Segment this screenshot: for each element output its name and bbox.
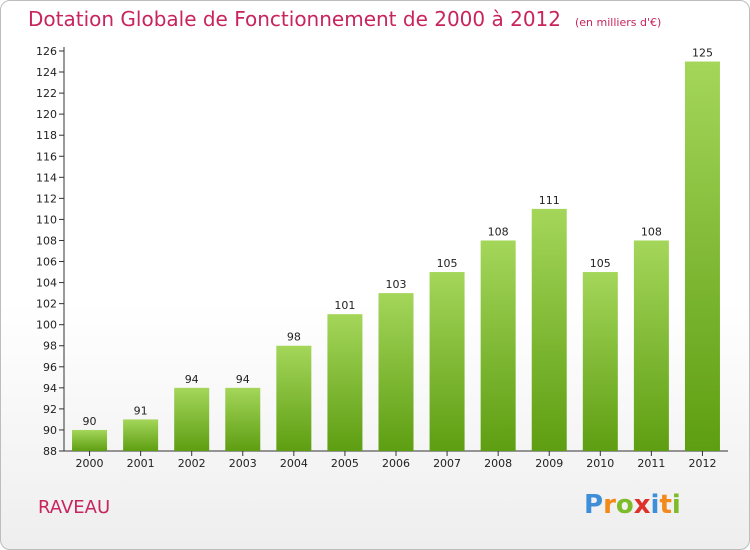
bar (276, 345, 312, 451)
commune-name: RAVEAU (38, 497, 111, 518)
bar-value-label: 101 (334, 299, 355, 312)
y-tick-label: 116 (36, 150, 57, 163)
x-tick-label: 2008 (484, 457, 512, 470)
x-tick-label: 2011 (637, 457, 665, 470)
bar (174, 387, 210, 451)
y-tick-label: 88 (43, 445, 57, 458)
bar-value-label: 103 (386, 278, 407, 291)
logo-letter: o (615, 490, 634, 520)
bar (327, 314, 363, 451)
bar (123, 419, 159, 451)
y-tick-label: 110 (36, 213, 57, 226)
logo-letter: i (671, 490, 681, 520)
bar-value-label: 108 (641, 225, 662, 238)
y-tick-label: 126 (36, 45, 57, 58)
y-tick-label: 104 (36, 277, 57, 290)
logo-letter: x (633, 490, 651, 520)
y-tick-label: 94 (43, 382, 57, 395)
y-tick-label: 90 (43, 424, 57, 437)
bar-value-label: 111 (539, 194, 560, 207)
bar-value-label: 105 (590, 257, 611, 270)
y-tick-label: 92 (43, 403, 57, 416)
x-tick-label: 2010 (586, 457, 614, 470)
x-tick-label: 2005 (331, 457, 359, 470)
y-tick-label: 108 (36, 234, 57, 247)
bar (633, 240, 669, 451)
bar (684, 61, 720, 452)
bar-value-label: 90 (83, 415, 97, 428)
logo-letter: t (659, 490, 672, 520)
logo-letter: P (584, 490, 604, 520)
y-tick-label: 106 (36, 256, 57, 269)
bar-value-label: 105 (437, 257, 458, 270)
bar-value-label: 94 (236, 373, 250, 386)
bar (378, 293, 414, 451)
x-tick-label: 2006 (382, 457, 410, 470)
bar-value-label: 125 (692, 47, 713, 60)
chart-title: Dotation Globale de Fonctionnement de 20… (28, 7, 561, 31)
y-tick-label: 100 (36, 319, 57, 332)
bar (429, 272, 465, 451)
proxiti-logo: Proxiti (584, 490, 681, 520)
bar-value-label: 91 (134, 404, 148, 417)
y-tick-label: 98 (43, 340, 57, 353)
bar (72, 429, 108, 451)
bar (480, 240, 516, 451)
bar (582, 272, 618, 451)
y-tick-label: 112 (36, 192, 57, 205)
x-tick-label: 2000 (76, 457, 104, 470)
x-tick-label: 2002 (178, 457, 206, 470)
bar-value-label: 94 (185, 373, 199, 386)
bar (531, 208, 567, 451)
y-tick-label: 120 (36, 108, 57, 121)
x-tick-label: 2004 (280, 457, 308, 470)
x-tick-label: 2001 (127, 457, 155, 470)
y-tick-label: 114 (36, 171, 57, 184)
x-tick-label: 2007 (433, 457, 461, 470)
chart-subtitle: (en milliers d'€) (575, 16, 662, 29)
y-tick-label: 118 (36, 129, 57, 142)
x-tick-label: 2003 (229, 457, 257, 470)
x-tick-label: 2009 (535, 457, 563, 470)
y-tick-label: 122 (36, 87, 57, 100)
logo-letter: r (603, 490, 616, 520)
bar (225, 387, 261, 451)
bar-value-label: 108 (488, 225, 509, 238)
x-tick-label: 2012 (688, 457, 716, 470)
chart-title-block: Dotation Globale de Fonctionnement de 20… (28, 7, 661, 31)
logo-letter: i (650, 490, 660, 520)
bar-value-label: 98 (287, 331, 301, 344)
y-tick-label: 124 (36, 66, 57, 79)
y-tick-label: 102 (36, 298, 57, 311)
y-tick-label: 96 (43, 361, 57, 374)
